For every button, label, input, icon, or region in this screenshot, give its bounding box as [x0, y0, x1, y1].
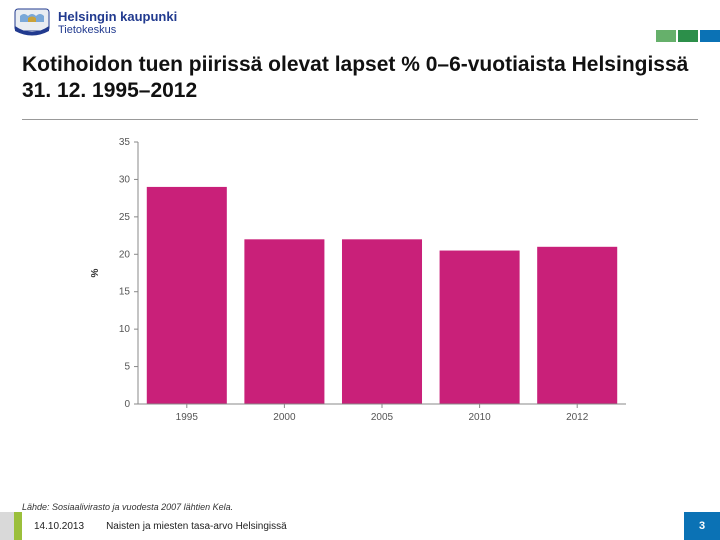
svg-text:2000: 2000 — [273, 412, 296, 423]
svg-text:5: 5 — [124, 361, 130, 372]
svg-text:25: 25 — [119, 211, 131, 222]
footer: 14.10.2013 Naisten ja miesten tasa-arvo … — [0, 512, 720, 540]
svg-text:2012: 2012 — [566, 412, 589, 423]
decor-square — [656, 30, 676, 42]
svg-text:15: 15 — [119, 286, 131, 297]
chart-container: 0 5 10 15 20 25 30 35% 1995 2000 2005 2010 2012 — [0, 126, 720, 497]
org-text: Helsingin kaupunki Tietokeskus — [58, 10, 177, 36]
page-title: Kotihoidon tuen piirissä olevat lapset %… — [22, 52, 698, 120]
svg-text:%: % — [90, 268, 101, 277]
source-note: Lähde: Sosiaalivirasto ja vuodesta 2007 … — [0, 496, 720, 512]
org-logo: Helsingin kaupunki Tietokeskus — [14, 8, 177, 38]
footer-date: 14.10.2013 — [34, 521, 84, 532]
footer-topic: Naisten ja miesten tasa-arvo Helsingissä — [106, 521, 287, 532]
decor-square — [700, 30, 720, 42]
svg-text:0: 0 — [124, 399, 130, 410]
footer-accent — [14, 512, 22, 540]
org-title: Helsingin kaupunki — [58, 10, 177, 24]
svg-text:10: 10 — [119, 324, 131, 335]
footer-page-number: 3 — [684, 512, 720, 540]
svg-text:2010: 2010 — [468, 412, 491, 423]
svg-text:2005: 2005 — [371, 412, 394, 423]
svg-text:1995: 1995 — [176, 412, 199, 423]
svg-text:30: 30 — [119, 174, 131, 185]
bar-chart: 0 5 10 15 20 25 30 35% 1995 2000 2005 2010 2012 — [80, 134, 640, 434]
footer-left-block — [0, 512, 14, 540]
footer-mid: 14.10.2013 Naisten ja miesten tasa-arvo … — [22, 512, 684, 540]
svg-text:20: 20 — [119, 249, 131, 260]
org-subtitle: Tietokeskus — [58, 24, 177, 36]
corner-decor — [656, 30, 720, 42]
slide-page: Helsingin kaupunki Tietokeskus Kotihoido… — [0, 0, 720, 540]
header: Helsingin kaupunki Tietokeskus — [0, 0, 720, 42]
city-crest-icon — [14, 8, 50, 38]
page-number: 3 — [699, 520, 705, 532]
decor-square — [678, 30, 698, 42]
svg-text:35: 35 — [119, 137, 131, 148]
title-block: Kotihoidon tuen piirissä olevat lapset %… — [0, 42, 720, 126]
